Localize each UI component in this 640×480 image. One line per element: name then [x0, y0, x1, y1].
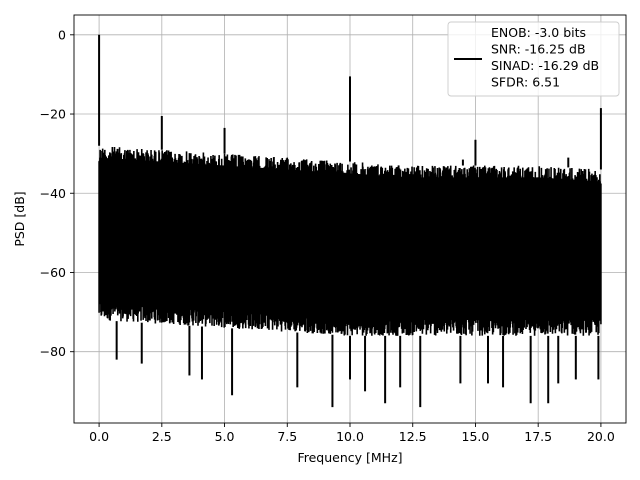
y-tick-label: 0: [58, 27, 66, 42]
legend: ENOB: -3.0 bits SNR: -16.25 dB SINAD: -1…: [447, 21, 620, 97]
legend-sinad: SINAD: -16.29 dB: [491, 58, 599, 73]
x-axis-label: Frequency [MHz]: [297, 450, 402, 465]
y-tick-label: −20: [40, 107, 66, 122]
y-tick-label: −80: [40, 344, 66, 359]
y-tick-label: −40: [40, 186, 66, 201]
x-tick-label: 2.5: [152, 429, 172, 444]
x-tick-label: 7.5: [277, 429, 297, 444]
legend-box: [447, 21, 620, 97]
legend-sfdr: SFDR: 6.51: [491, 75, 560, 90]
ticks: 0.0 2.5 5.0 7.5 10.0 12.5 15.0 17.5 20.0 0 −20 −40 −…: [40, 27, 615, 444]
x-tick-label: 12.5: [399, 429, 427, 444]
x-tick-label: 20.0: [587, 429, 615, 444]
x-tick-label: 15.0: [462, 429, 490, 444]
psd-noise-core: [99, 157, 601, 321]
plot-data: [98, 34, 602, 408]
x-tick-label: 17.5: [524, 429, 552, 444]
x-tick-label: 0.0: [89, 429, 109, 444]
x-tick-label: 5.0: [215, 429, 235, 444]
legend-enob: ENOB: -3.0 bits: [491, 25, 586, 40]
x-tick-label: 10.0: [336, 429, 364, 444]
legend-snr: SNR: -16.25 dB: [491, 42, 586, 57]
y-axis-label: PSD [dB]: [12, 191, 27, 246]
y-tick-label: −60: [40, 265, 66, 280]
